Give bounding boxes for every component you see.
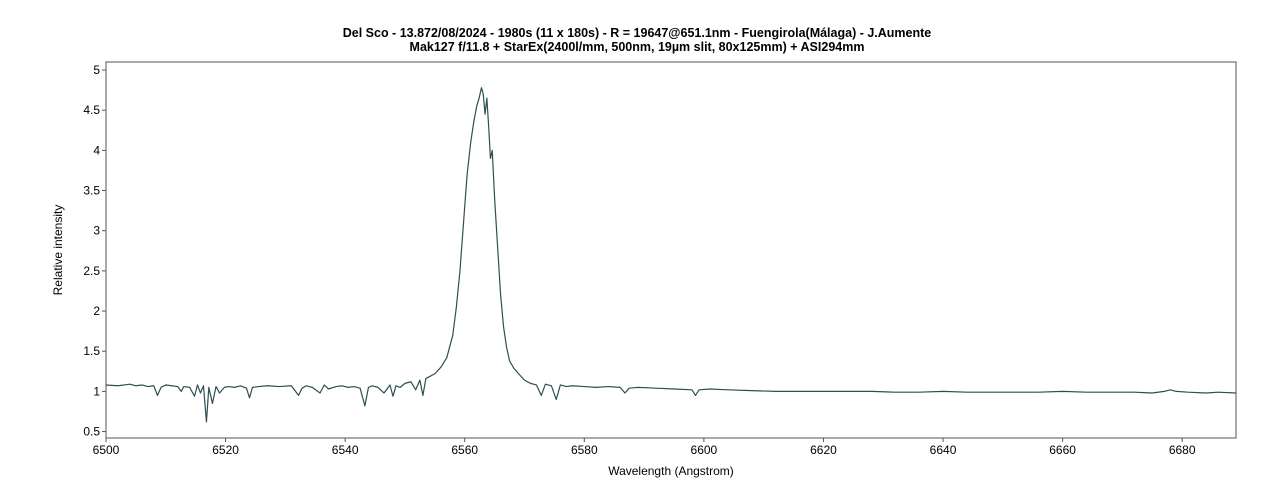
x-tick-label: 6660 (1049, 443, 1076, 457)
y-tick-label: 4.5 (83, 103, 100, 117)
chart-subtitle: Mak127 f/11.8 + StarEx(2400l/mm, 500nm, … (410, 40, 865, 54)
y-tick-label: 2 (93, 304, 100, 318)
x-tick-label: 6520 (212, 443, 239, 457)
x-tick-label: 6640 (930, 443, 957, 457)
x-tick-label: 6500 (93, 443, 120, 457)
plot-frame (105, 61, 1237, 439)
y-tick-label: 4 (93, 143, 100, 157)
x-tick-label: 6580 (571, 443, 598, 457)
x-tick-label: 6540 (332, 443, 359, 457)
x-tick-label: 6560 (451, 443, 478, 457)
x-tick-label: 6680 (1169, 443, 1196, 457)
chart-title: Del Sco - 13.872/08/2024 - 1980s (11 x 1… (343, 26, 932, 40)
y-tick-label: 0.5 (83, 425, 100, 439)
y-axis-label: Relative intensity (51, 205, 65, 296)
y-tick-label: 2.5 (83, 264, 100, 278)
y-tick-label: 5 (93, 63, 100, 77)
x-tick-label: 6600 (691, 443, 718, 457)
x-axis-label: Wavelength (Angstrom) (608, 464, 734, 478)
spectrum-line (105, 87, 1237, 423)
y-axis-ticks: 0.5 1 1.5 2 2.5 3 3.5 4 4.5 5 (83, 63, 106, 439)
x-tick-label: 6620 (810, 443, 837, 457)
x-axis-ticks: 6500 6520 6540 6560 6580 6600 6620 6640 6660 6680 (93, 438, 1196, 457)
y-tick-label: 1.5 (83, 344, 100, 358)
y-tick-label: 3 (93, 224, 100, 238)
y-tick-label: 1 (93, 384, 100, 398)
y-tick-label: 3.5 (83, 184, 100, 198)
